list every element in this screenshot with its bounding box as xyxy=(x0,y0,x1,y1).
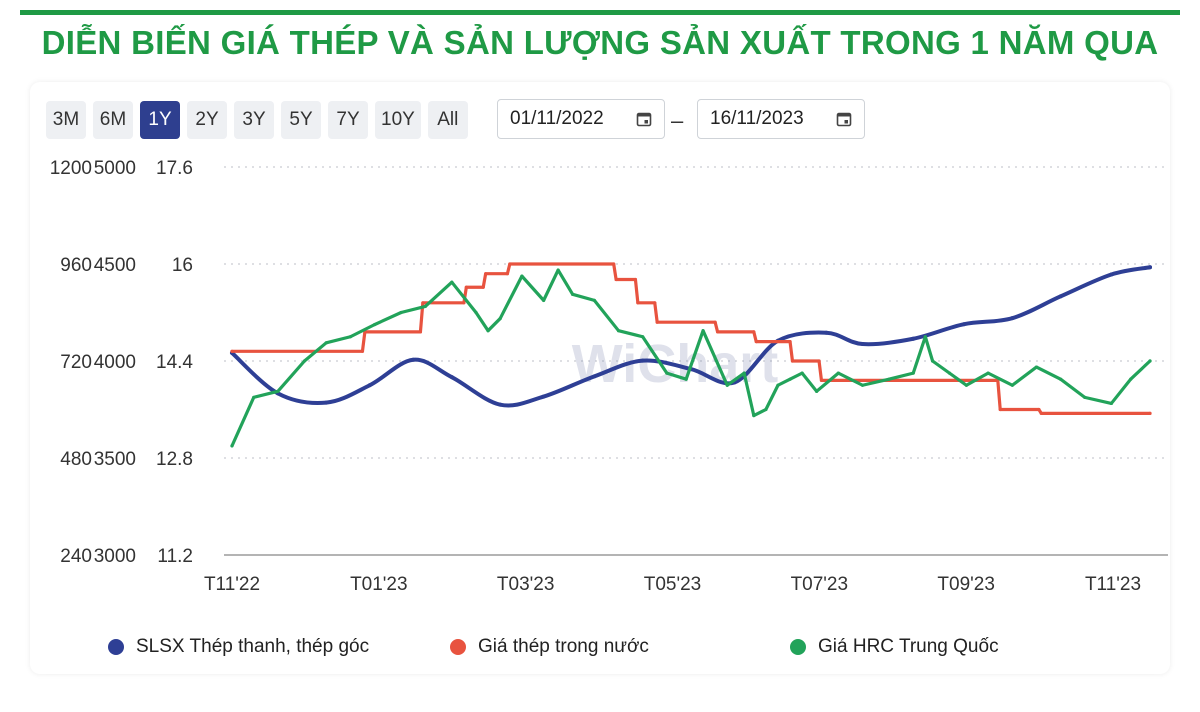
range-button-5y[interactable]: 5Y xyxy=(281,101,321,139)
date-range-separator: – xyxy=(671,108,684,133)
legend-item[interactable]: Giá HRC Trung Quốc xyxy=(790,636,999,658)
date-to-field[interactable]: 16/11/2023 xyxy=(697,99,865,139)
date-from-value: 01/11/2022 xyxy=(510,108,604,129)
calendar-icon[interactable] xyxy=(636,111,652,127)
legend-label: Giá HRC Trung Quốc xyxy=(818,636,999,657)
legend-label: Giá thép trong nước xyxy=(478,636,649,657)
title-rule xyxy=(20,10,1180,15)
legend-item[interactable]: SLSX Thép thanh, thép góc xyxy=(108,636,369,658)
range-button-3m[interactable]: 3M xyxy=(46,101,86,139)
legend-label: SLSX Thép thanh, thép góc xyxy=(136,636,370,657)
range-button-all[interactable]: All xyxy=(427,101,468,139)
range-button-1y[interactable]: 1Y xyxy=(140,101,180,139)
page-title: DIỄN BIẾN GIÁ THÉP VÀ SẢN LƯỢNG SẢN XUẤT… xyxy=(41,24,1159,61)
date-to-value: 16/11/2023 xyxy=(710,108,804,129)
chart-card xyxy=(30,82,1170,674)
range-button-7y[interactable]: 7Y xyxy=(328,101,368,139)
date-from-field[interactable]: 01/11/2022 xyxy=(497,99,665,139)
range-button-2y[interactable]: 2Y xyxy=(187,101,227,139)
legend-dot-icon xyxy=(790,639,806,655)
legend-item[interactable]: Giá thép trong nước xyxy=(450,636,649,658)
calendar-icon[interactable] xyxy=(836,111,852,127)
range-button-6m[interactable]: 6M xyxy=(93,101,133,139)
legend-dot-icon xyxy=(108,639,124,655)
range-button-3y[interactable]: 3Y xyxy=(234,101,274,139)
legend-dot-icon xyxy=(450,639,466,655)
range-button-10y[interactable]: 10Y xyxy=(375,101,421,139)
range-toolbar: 3M 6M 1Y 2Y 3Y 5Y 7Y 10Y All xyxy=(46,100,475,140)
